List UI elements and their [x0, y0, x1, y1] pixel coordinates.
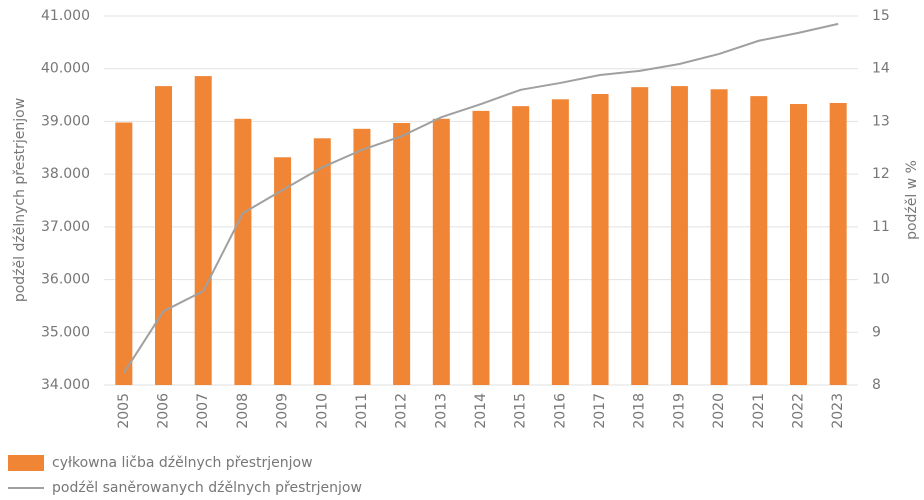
- y-tick-label: 34.000: [41, 377, 90, 393]
- legend-label: cyłkowna ličba dźělnych přestrjenjow: [52, 455, 313, 471]
- y2-tick-label: 8: [872, 377, 881, 393]
- x-tick-label: 2017: [592, 393, 608, 429]
- x-tick-label: 2018: [632, 393, 648, 429]
- x-tick-label: 2013: [433, 393, 449, 429]
- x-tick-label: 2014: [473, 393, 489, 429]
- bar: [234, 118, 252, 386]
- bar: [631, 87, 649, 386]
- y-tick-label: 40.000: [41, 61, 90, 77]
- y2-tick-label: 10: [872, 272, 890, 288]
- bar: [432, 118, 450, 386]
- bar: [670, 86, 688, 386]
- y2-tick-label: 14: [872, 61, 890, 77]
- bar: [472, 110, 490, 385]
- bar: [194, 76, 212, 385]
- bar: [274, 157, 292, 385]
- bar: [829, 102, 847, 385]
- legend-label: podźěl saněrowanych dźělnych přestrjenjo…: [52, 480, 362, 496]
- bar: [750, 96, 768, 385]
- x-tick-label: 2007: [195, 393, 211, 429]
- x-tick-label: 2022: [790, 393, 806, 429]
- bar: [393, 123, 411, 385]
- y-tick-label: 35.000: [41, 324, 90, 340]
- bar: [155, 86, 173, 386]
- bar: [710, 89, 728, 385]
- y-tick-label: 36.000: [41, 272, 90, 288]
- x-tick-label: 2009: [275, 393, 291, 429]
- line: [123, 22, 839, 374]
- bar: [551, 99, 569, 385]
- y-tick-label: 38.000: [41, 166, 90, 182]
- x-tick-label: 2010: [314, 393, 330, 429]
- y2-tick-label: 15: [872, 8, 890, 24]
- legend-swatch: [8, 455, 44, 471]
- bar: [789, 104, 807, 385]
- bar: [591, 94, 609, 385]
- y2-tick-label: 11: [872, 219, 890, 235]
- y2-tick-label: 12: [872, 166, 890, 182]
- y2-tick-label: 13: [872, 113, 890, 129]
- x-tick-label: 2006: [156, 393, 172, 429]
- x-tick-label: 2012: [394, 393, 410, 429]
- x-tick-label: 2005: [116, 393, 132, 429]
- y-tick-label: 41.000: [41, 8, 90, 24]
- x-tick-label: 2023: [830, 393, 846, 429]
- bar: [115, 122, 133, 386]
- x-tick-label: 2020: [711, 393, 727, 429]
- y-axis-label: podźěl dźělnych přestrjenjow: [12, 98, 28, 302]
- x-tick-label: 2019: [671, 393, 687, 429]
- bar: [353, 128, 371, 385]
- x-tick-label: 2008: [235, 393, 251, 429]
- y-tick-label: 37.000: [41, 219, 90, 235]
- bar: [512, 106, 530, 386]
- y-tick-label: 39.000: [41, 113, 90, 129]
- x-tick-label: 2016: [552, 393, 568, 429]
- x-tick-label: 2021: [751, 393, 767, 429]
- y2-axis-label: podźěl w %: [904, 160, 920, 240]
- x-tick-label: 2015: [513, 393, 529, 429]
- y2-tick-label: 9: [872, 324, 881, 340]
- x-tick-label: 2011: [354, 393, 370, 429]
- bar: [313, 138, 331, 385]
